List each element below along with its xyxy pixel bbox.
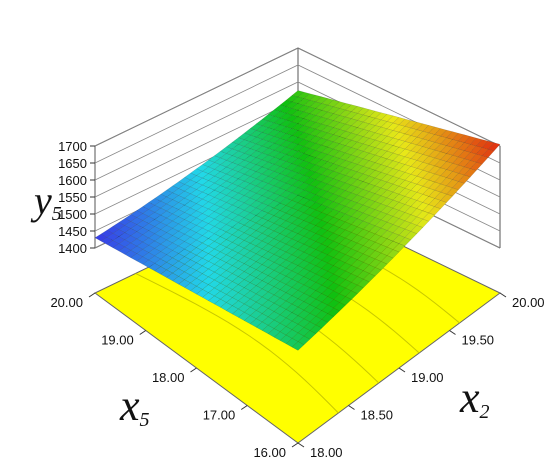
x2-tick-mark <box>398 367 406 373</box>
surface-facet <box>339 296 352 306</box>
x5-tick-label: 18.00 <box>152 370 185 385</box>
x5-tick-mark <box>139 330 147 335</box>
x2-tick-label: 18.50 <box>361 408 394 423</box>
z-tick-label: 1450 <box>58 224 87 239</box>
x2-tick-label: 18.00 <box>310 445 343 457</box>
x2-tick-label: 19.50 <box>462 333 495 348</box>
x2-tick-mark <box>348 405 355 410</box>
x2-tick-mark <box>297 442 305 448</box>
z-tick-label: 1500 <box>58 207 87 222</box>
x5-tick-mark <box>88 292 96 298</box>
floor-contour <box>135 272 339 414</box>
surface-facet <box>416 218 430 228</box>
surface-facet <box>446 187 459 197</box>
x5-tick-mark <box>240 405 248 410</box>
surface-facet <box>469 162 483 171</box>
x5-tick-label: 16.00 <box>253 445 286 457</box>
x5-tick-label: 19.00 <box>101 333 134 348</box>
z-axis-title: y5 <box>30 178 62 225</box>
axis-ticks: 1400 1450 1500 1550 1600 1650 1700 16.00 17.00 18… <box>50 139 545 460</box>
surface-facet <box>440 193 453 203</box>
z-tick-label: 1550 <box>58 190 87 205</box>
x2-tick-mark <box>449 330 456 335</box>
surface-facet <box>333 302 346 312</box>
z-tick-label: 1700 <box>58 139 87 154</box>
x5-tick-label: 20.00 <box>50 295 83 310</box>
z-gridline <box>94 47 501 147</box>
surface-facet <box>386 249 400 259</box>
z-tick-label: 1400 <box>58 241 87 256</box>
z-tick-label: 1650 <box>58 156 87 171</box>
x5-tick-mark <box>291 442 299 448</box>
z-tick-label: 1600 <box>58 173 87 188</box>
surface-facet <box>345 290 358 300</box>
x5-tick-label: 17.00 <box>203 408 236 423</box>
surface-facet <box>351 284 364 294</box>
surface-facet <box>297 335 311 346</box>
x2-tick-label: 20.00 <box>512 295 545 310</box>
x5-axis-title: x5 <box>119 381 150 431</box>
surface-facet <box>392 243 406 253</box>
x2-tick-mark <box>499 292 507 298</box>
response-surface <box>94 90 501 351</box>
surface-facet <box>422 212 435 222</box>
x2-axis-title: x2 <box>459 373 490 423</box>
surface-facet <box>291 341 305 351</box>
x2-tick-label: 19.00 <box>411 370 444 385</box>
x5-tick-mark <box>190 367 197 373</box>
